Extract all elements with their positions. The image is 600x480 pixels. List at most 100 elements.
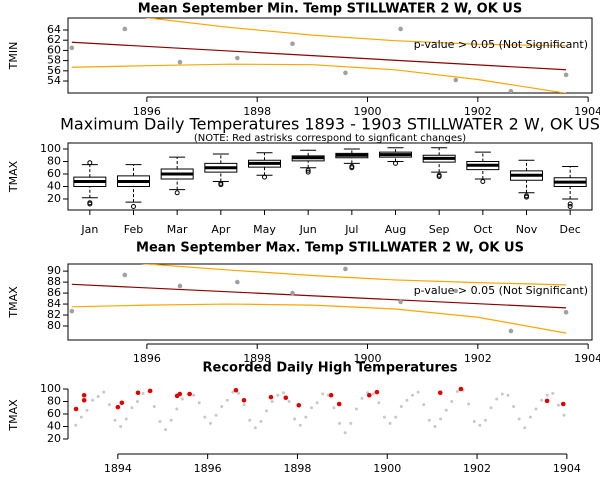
x-tick-label: Dec: [560, 223, 581, 236]
data-point: [332, 406, 336, 410]
data-point: [74, 423, 78, 427]
data-point: [253, 426, 257, 430]
data-point: [508, 88, 514, 93]
highlight-point: [135, 390, 141, 396]
data-point: [343, 431, 347, 435]
y-axis-label: TMAX: [7, 399, 20, 432]
y-tick-label: 40: [47, 180, 61, 193]
annotation: p-value > 0.05 (Not Significant): [414, 38, 588, 51]
trend-line: [71, 283, 567, 309]
x-tick-label: Sep: [429, 223, 450, 236]
y-tick-label: 20: [47, 192, 61, 205]
panel: Mean September Max. Temp STILLWATER 2 W,…: [7, 241, 600, 366]
data-point: [489, 406, 493, 410]
data-point: [177, 283, 183, 289]
y-tick-label: 88: [47, 275, 61, 288]
highlight-point: [233, 387, 239, 393]
data-point: [237, 391, 241, 395]
panel-title: Maximum Daily Temperatures 1893 - 1903 S…: [60, 115, 600, 134]
y-axis-label: TMIN: [7, 42, 20, 71]
x-tick-label: 1904: [574, 352, 600, 365]
data-point: [122, 26, 128, 32]
data-point: [343, 70, 348, 76]
data-point: [175, 407, 179, 411]
data-point: [85, 408, 89, 412]
data-point: [122, 272, 128, 278]
outlier: [567, 201, 573, 207]
panel: Recorded Daily High Temperatures TMAX 2040…: [7, 361, 581, 476]
x-tick-label: Jun: [299, 223, 317, 236]
data-point: [203, 415, 207, 419]
trend-line: [71, 41, 567, 71]
data-point: [214, 413, 218, 417]
data-point: [113, 418, 117, 422]
data-point: [290, 290, 295, 296]
outlier: [131, 204, 136, 209]
outlier: [349, 165, 355, 171]
data-point: [158, 420, 162, 423]
data-point: [169, 418, 173, 422]
data-point: [534, 407, 538, 411]
x-tick-label: Feb: [124, 223, 143, 236]
y-axis-label: TMAX: [7, 160, 20, 193]
y-tick-label: 100: [40, 382, 61, 395]
outlier: [305, 169, 311, 175]
data-point: [298, 423, 302, 427]
data-point: [124, 417, 128, 421]
plot-frame: [67, 263, 593, 341]
data-point: [152, 405, 156, 408]
highlight-point: [241, 397, 247, 403]
data-point: [69, 308, 75, 314]
confidence-upper: [140, 264, 567, 286]
data-point: [405, 398, 409, 402]
data-point: [444, 408, 448, 412]
data-point: [96, 395, 100, 398]
data-point: [135, 400, 139, 403]
data-point: [551, 391, 555, 395]
data-point: [556, 403, 560, 407]
data-point: [439, 417, 443, 421]
data-point: [180, 397, 184, 401]
highlight-point: [73, 406, 79, 412]
x-tick-label: May: [253, 223, 276, 236]
y-tick-label: 80: [47, 319, 61, 332]
x-tick-label: 1904: [574, 105, 600, 118]
y-tick-label: 80: [47, 155, 61, 168]
data-point: [528, 415, 532, 419]
data-point: [197, 401, 201, 405]
x-tick-label: Aug: [385, 223, 406, 236]
x-tick-label: 1894: [104, 462, 132, 475]
data-point: [102, 390, 106, 394]
x-tick-label: 1898: [243, 105, 271, 118]
x-tick-label: Apr: [211, 223, 231, 236]
highlight-point: [177, 391, 183, 397]
x-tick-label: 1904: [553, 462, 581, 475]
data-point: [472, 420, 476, 423]
data-point: [388, 421, 392, 425]
data-point: [398, 26, 403, 32]
annotation: p-value > 0.05 (Not Significant): [414, 284, 588, 297]
y-tick-label: 62: [47, 33, 61, 46]
data-point: [309, 406, 313, 410]
outlier: [524, 194, 529, 200]
confidence-lower: [71, 303, 567, 334]
data-point: [433, 425, 437, 428]
confidence-lower: [71, 63, 567, 93]
data-point: [259, 420, 263, 423]
outlier: [87, 201, 93, 207]
data-point: [506, 393, 510, 397]
data-point: [231, 390, 235, 394]
data-point: [349, 421, 353, 425]
data-point: [478, 423, 482, 427]
outlier: [262, 174, 267, 180]
highlight-point: [147, 388, 153, 394]
data-point: [453, 288, 459, 294]
data-point: [338, 421, 342, 425]
y-tick-label: 60: [47, 43, 61, 56]
data-point: [523, 426, 527, 430]
highlight-point: [187, 391, 192, 397]
highlight-point: [374, 389, 380, 395]
data-point: [315, 401, 319, 405]
highlight-point: [81, 392, 87, 398]
